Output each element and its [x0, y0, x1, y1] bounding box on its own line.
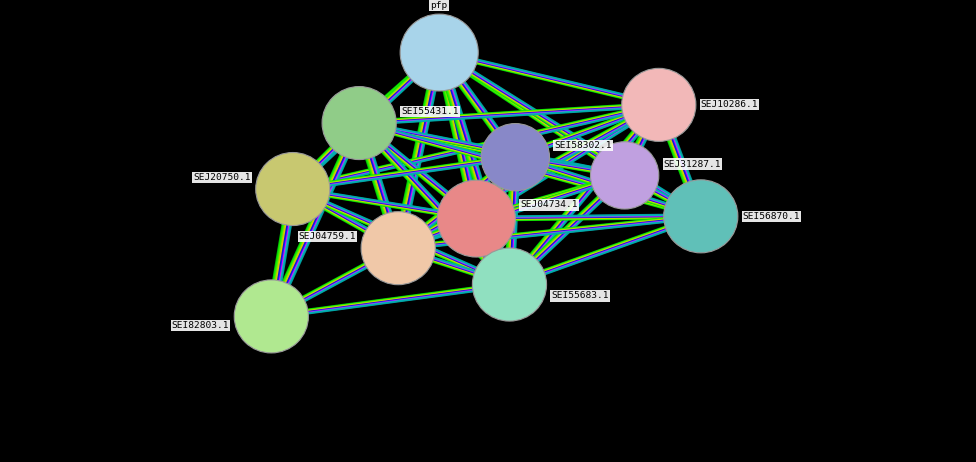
Ellipse shape: [361, 212, 435, 285]
Text: pfp: pfp: [430, 0, 448, 10]
Ellipse shape: [400, 14, 478, 91]
Text: SEI82803.1: SEI82803.1: [172, 321, 229, 330]
Text: SEJ20750.1: SEJ20750.1: [193, 173, 251, 182]
Text: SEI56870.1: SEI56870.1: [743, 212, 800, 221]
Text: SEI55431.1: SEI55431.1: [401, 107, 459, 116]
Text: SEJ04759.1: SEJ04759.1: [299, 232, 356, 241]
Text: SEI55683.1: SEI55683.1: [551, 292, 609, 300]
Text: SEJ10286.1: SEJ10286.1: [701, 100, 758, 109]
Ellipse shape: [472, 248, 547, 321]
Text: SEI58302.1: SEI58302.1: [554, 141, 612, 150]
Ellipse shape: [481, 123, 549, 191]
Ellipse shape: [437, 180, 515, 257]
Text: SEJ04734.1: SEJ04734.1: [520, 201, 578, 209]
Ellipse shape: [590, 142, 659, 209]
Ellipse shape: [664, 180, 738, 253]
Ellipse shape: [256, 152, 330, 225]
Ellipse shape: [322, 86, 396, 159]
Ellipse shape: [234, 280, 308, 353]
Text: SEJ31287.1: SEJ31287.1: [664, 159, 721, 169]
Ellipse shape: [622, 68, 696, 141]
